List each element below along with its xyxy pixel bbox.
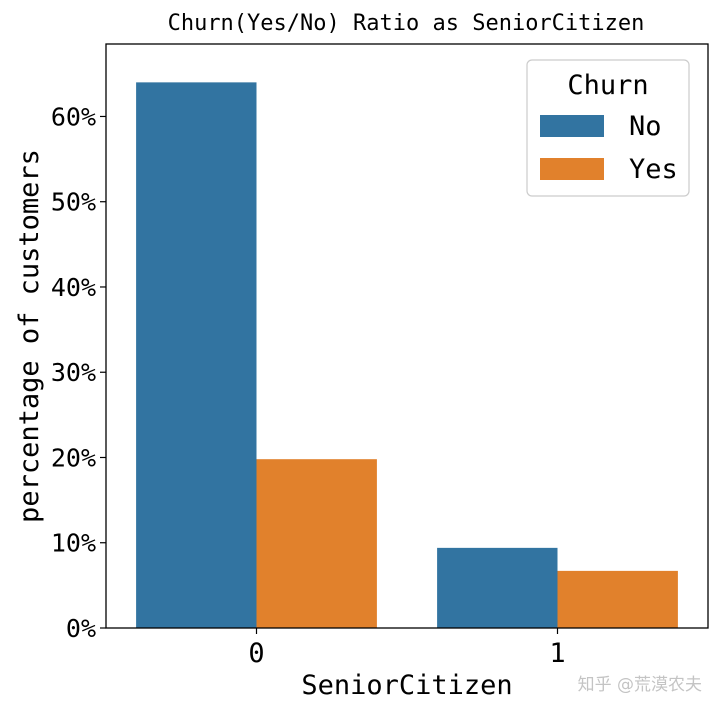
x-axis-label: SeniorCitizen [301,670,512,701]
legend-swatch-no [540,115,604,137]
y-tick-label: 50% [51,188,96,217]
chart-title: Churn(Yes/No) Ratio as SeniorCitizen [168,11,645,36]
x-tick-label: 1 [549,638,565,669]
bar-no-0 [136,82,257,629]
bar-no-1 [437,547,558,628]
y-tick-label: 60% [51,102,96,131]
bar-yes-0 [256,459,377,628]
legend-label-no: No [629,111,662,142]
y-tick-label: 0% [66,614,96,643]
y-tick-label: 20% [51,443,96,472]
x-tick-label: 0 [248,638,264,669]
legend: Churn No Yes [526,59,690,197]
y-axis: 0% 10% 20% 30% 40% 50% 60% [51,102,106,643]
legend-label-yes: Yes [629,154,678,185]
watermark: 知乎 @荒漠农夫 [578,675,702,695]
legend-swatch-yes [540,158,604,180]
plot-frame [105,43,709,629]
y-tick-label: 10% [51,529,96,558]
legend-entries: No Yes [540,111,678,185]
y-tick-label: 30% [51,358,96,387]
bars-layer [136,82,678,629]
bar-yes-1 [557,570,678,628]
legend-title: Churn [567,70,648,101]
y-axis-label: percentage of customers [14,149,45,523]
y-tick-label: 40% [51,273,96,302]
